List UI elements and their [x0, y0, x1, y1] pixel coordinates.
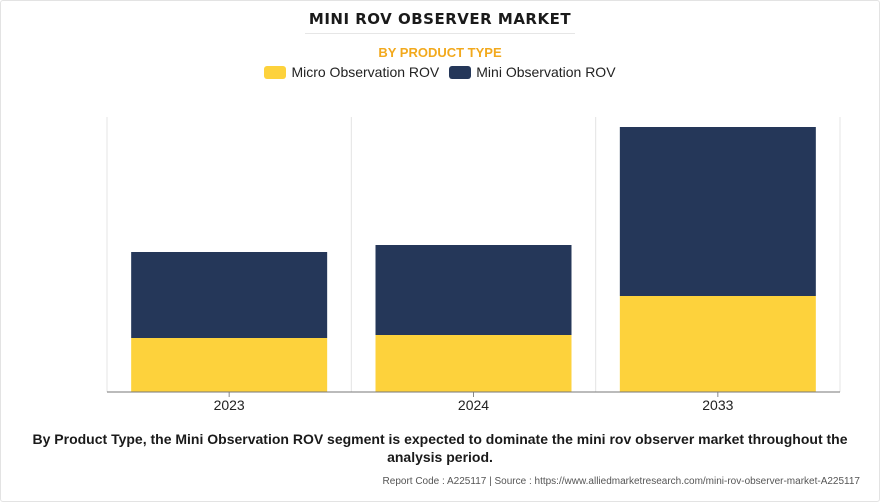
x-tick-label-2024: 2024 [458, 397, 489, 413]
footer-separator: | [489, 476, 492, 487]
legend-item-micro[interactable]: Micro Observation ROV [264, 64, 439, 80]
source-link[interactable]: Source : https://www.alliedmarketresearc… [494, 476, 860, 487]
bar-mini-2033[interactable] [619, 127, 816, 296]
bar-mini-2024[interactable] [375, 245, 572, 335]
legend-item-mini[interactable]: Mini Observation ROV [449, 64, 616, 80]
legend: Micro Observation ROV Mini Observation R… [0, 64, 880, 80]
bar-micro-2024[interactable] [375, 335, 572, 392]
x-tick-label-2023: 2023 [214, 397, 245, 413]
x-tick-label-2033: 2033 [702, 397, 733, 413]
report-code: Report Code : A225117 [382, 476, 487, 487]
bar-micro-2023[interactable] [131, 338, 328, 392]
legend-label-mini: Mini Observation ROV [476, 64, 616, 80]
title-divider [305, 33, 575, 34]
legend-label-micro: Micro Observation ROV [291, 64, 440, 80]
legend-swatch-micro [264, 65, 287, 79]
bar-micro-2033[interactable] [619, 296, 816, 392]
chart-title: MINI ROV OBSERVER MARKET [308, 10, 572, 28]
chart-caption: By Product Type, the Mini Observation RO… [32, 431, 848, 465]
chart-subtitle: BY PRODUCT TYPE [378, 45, 502, 60]
legend-swatch-mini [449, 65, 472, 79]
bar-mini-2023[interactable] [131, 252, 328, 338]
footer: Report Code : A225117 | Source : https:/… [383, 476, 860, 487]
